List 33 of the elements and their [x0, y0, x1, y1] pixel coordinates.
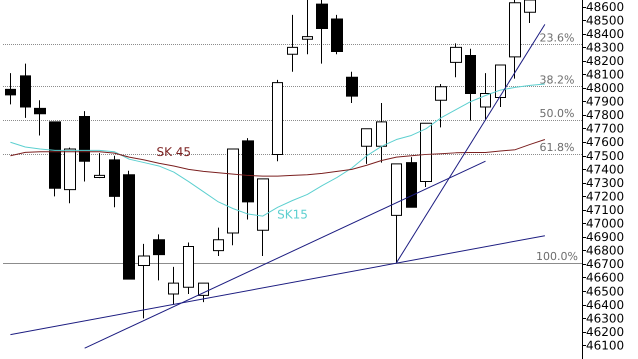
- y-tick-label: 48100: [586, 68, 624, 82]
- y-tick-label: 48000: [586, 81, 624, 96]
- y-tick-label: 48500: [586, 13, 624, 28]
- y-tick-label: 47400: [586, 162, 624, 176]
- annotation: 23.6%: [540, 32, 574, 45]
- y-tick-label: 48200: [586, 54, 624, 68]
- y-tick-label: 47300: [586, 176, 624, 190]
- series-label: SK15: [277, 208, 308, 222]
- series-label: SK 45: [156, 144, 192, 159]
- y-tick-label: 46700: [586, 257, 624, 272]
- y-tick-label: 48400: [586, 26, 624, 41]
- annotation: 100.0%: [536, 250, 578, 263]
- y-tick-label: 47900: [586, 94, 624, 109]
- y-tick-label: 47700: [586, 122, 624, 136]
- y-tick-label: 46500: [586, 284, 624, 298]
- y-tick-label: 47200: [586, 189, 624, 204]
- y-tick-label: 47000: [586, 216, 624, 231]
- y-tick-label: 46100: [586, 338, 624, 352]
- y-tick-label: 48300: [586, 40, 624, 54]
- y-tick-label: 46900: [586, 230, 624, 244]
- y-tick-label: 46200: [586, 324, 624, 339]
- y-tick-label: 46800: [586, 244, 624, 258]
- y-tick-label: 46600: [586, 270, 624, 285]
- y-tick-label: 47800: [586, 108, 624, 122]
- y-tick-label: 46400: [586, 298, 624, 312]
- annotation: 38.2%: [540, 74, 574, 87]
- y-tick-label: 46300: [586, 311, 624, 326]
- y-tick-label: 48600: [586, 0, 624, 14]
- annotation: 50.0%: [540, 106, 574, 120]
- annotation: 61.8%: [540, 140, 574, 154]
- y-tick-label: 47500: [586, 148, 624, 163]
- y-tick-label: 47600: [586, 135, 624, 150]
- y-tick-label: 47100: [586, 202, 624, 217]
